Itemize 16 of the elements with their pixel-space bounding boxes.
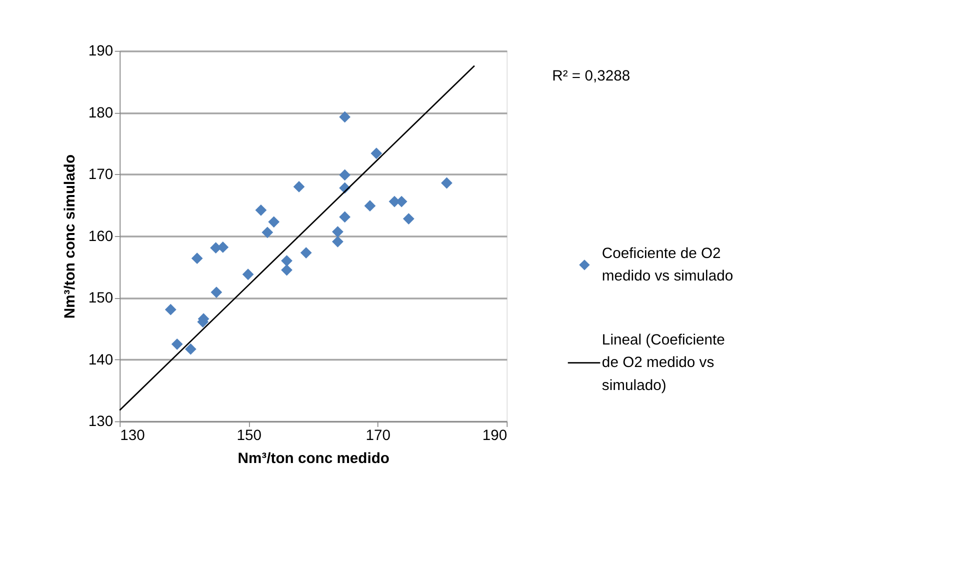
x-axis-title: Nm³/ton conc medido: [238, 450, 390, 467]
x-tick-label: 170: [366, 428, 391, 444]
y-axis-title: Nm³/ton conc simulado: [62, 154, 78, 319]
y-tick-label: 160: [88, 228, 114, 245]
y-tick-label: 150: [88, 290, 114, 307]
x-tick-label: 130: [120, 428, 145, 444]
y-tick-label: 170: [88, 167, 114, 184]
y-tick-label: 190: [88, 44, 114, 60]
x-tick-label: 190: [482, 428, 508, 444]
y-tick-label: 180: [88, 105, 114, 122]
legend-label: Coeficiente de O2 medido vs simulado: [602, 246, 734, 285]
x-tick-label: 150: [236, 428, 262, 444]
y-tick-label: 130: [88, 414, 114, 430]
y-tick-label: 140: [88, 352, 114, 368]
text: R² = 0,3288: [552, 68, 630, 85]
legend-label: Lineal (Coeficiente de O2 medido vs simulado): [602, 332, 725, 394]
